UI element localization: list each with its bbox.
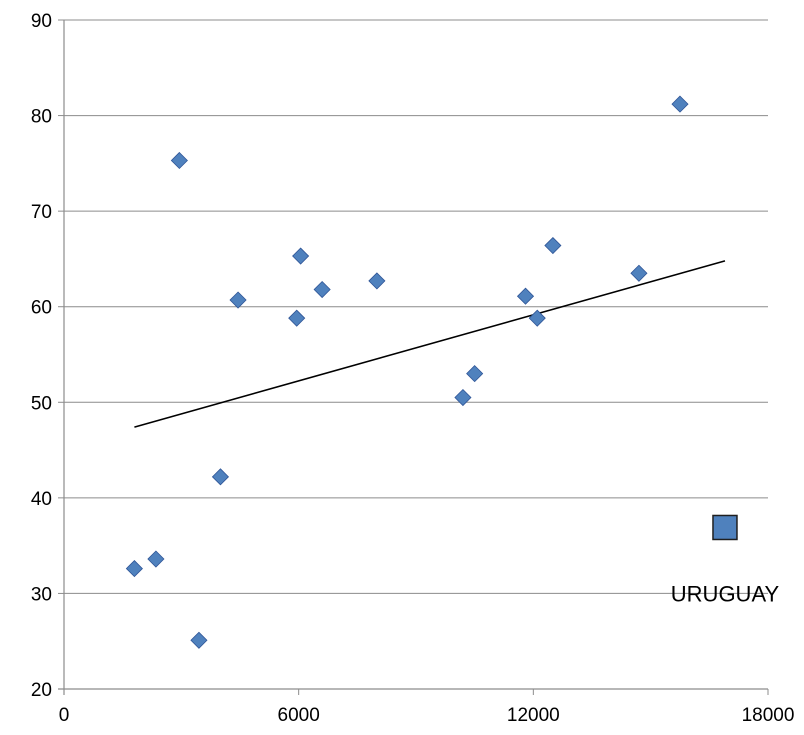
data-point (125, 560, 143, 578)
x-tick-label: 6000 (278, 705, 320, 726)
data-point (516, 287, 535, 305)
data-point (466, 365, 484, 383)
data-point (211, 468, 230, 486)
data-points (125, 95, 738, 649)
y-tick-label: 30 (31, 584, 52, 605)
x-tick-labels: 0 6000 12000 18000 (59, 705, 795, 726)
y-tick-label: 60 (31, 298, 52, 319)
data-point (147, 550, 165, 568)
data-point (190, 631, 208, 649)
data-point (454, 388, 472, 407)
x-tick-label: 0 (59, 705, 70, 726)
data-point (229, 291, 247, 309)
data-point (170, 151, 188, 170)
data-point (630, 264, 648, 282)
data-point (544, 236, 562, 255)
annotations: URUGUAY (671, 581, 780, 606)
data-point (313, 280, 331, 299)
x-tick-label: 18000 (742, 705, 795, 726)
y-tick-labels: 20 30 40 50 60 70 80 90 (31, 11, 52, 701)
data-point (292, 247, 310, 265)
y-tick-label: 50 (31, 393, 52, 414)
x-tick-label: 12000 (507, 705, 560, 726)
y-tick-label: 80 (31, 107, 52, 128)
y-tick-label: 90 (31, 11, 52, 32)
data-point (288, 309, 306, 327)
highlight-point (712, 514, 738, 541)
data-point (528, 309, 546, 327)
data-point (671, 95, 689, 113)
data-point (368, 272, 386, 290)
trendline-layer (134, 260, 726, 428)
trendline (134, 260, 726, 428)
y-tick-label: 40 (31, 489, 52, 510)
annotation-label: URUGUAY (671, 581, 780, 606)
gridlines (58, 19, 769, 695)
y-tick-label: 70 (31, 202, 52, 223)
y-tick-label: 20 (31, 680, 52, 701)
